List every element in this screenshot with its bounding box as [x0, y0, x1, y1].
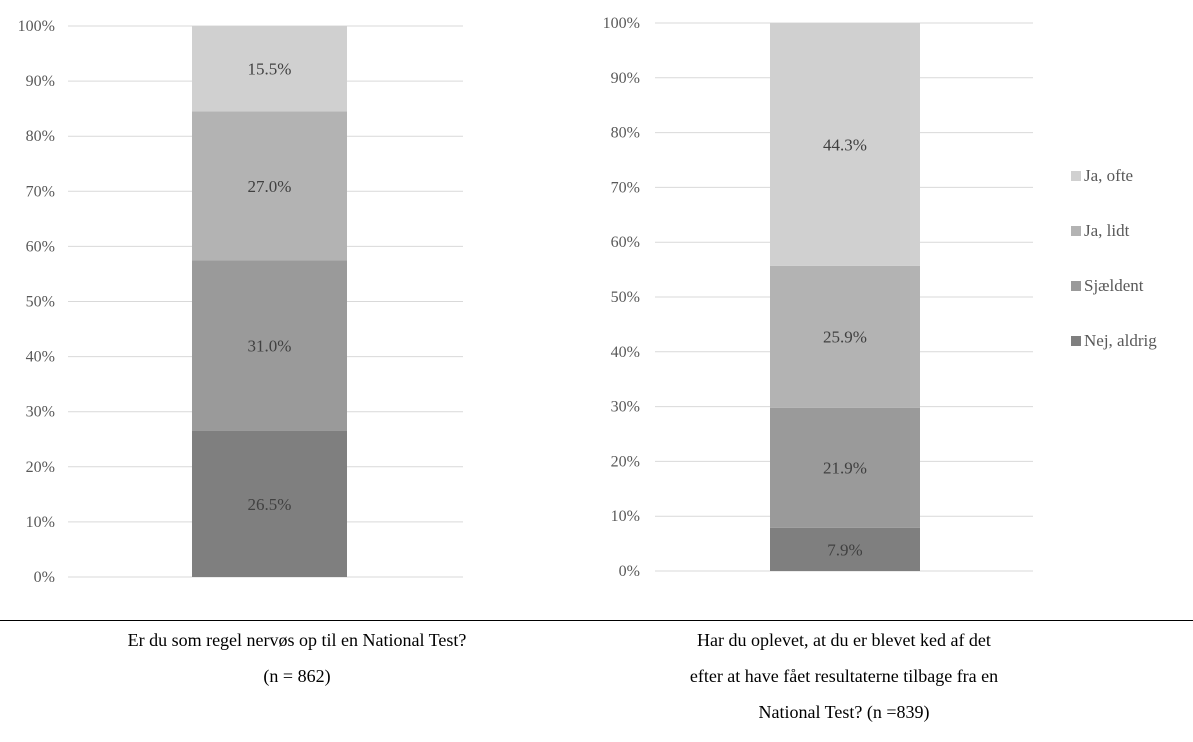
caption-left-line-1: Er du som regel nervøs op til en Nationa… — [127, 630, 467, 650]
right-data-label-ja-ofte: 44.3% — [823, 135, 867, 154]
legend-swatch-nej-aldrig — [1071, 336, 1081, 346]
left-y-tick-label: 100% — [18, 18, 55, 35]
legend-label-ja-ofte: Ja, ofte — [1084, 166, 1133, 185]
caption-left-line-2: (n = 862) — [263, 666, 331, 686]
caption-right-line-3: National Test? (n =839) — [758, 702, 930, 722]
right-y-tick-label: 60% — [611, 234, 640, 251]
left-y-tick-label: 0% — [34, 569, 55, 586]
right-y-tick-label: 90% — [611, 70, 640, 87]
right-y-tick-label: 50% — [611, 289, 640, 306]
left-data-label-nej-aldrig: 26.5% — [248, 495, 292, 514]
left-data-label-ja-ofte: 15.5% — [248, 60, 292, 79]
left-data-label-ja-lidt: 27.0% — [248, 177, 292, 196]
right-y-tick-label: 80% — [611, 125, 640, 142]
right-y-tick-label: 30% — [611, 399, 640, 416]
legend-label-nej-aldrig: Nej, aldrig — [1084, 331, 1157, 350]
left-y-tick-label: 60% — [26, 238, 55, 255]
chart-right: 0% 10% 20% 30% 40% 50% 60% 70% 80% 90% 100% 7.9% 21.… — [603, 15, 1033, 580]
caption-right: Har du oplevet, at du er blevet ked af d… — [594, 622, 1094, 730]
left-data-label-sjældent: 31.0% — [248, 337, 292, 356]
legend-swatch-ja-lidt — [1071, 226, 1081, 236]
left-y-tick-label: 70% — [26, 183, 55, 200]
left-y-tick-label: 50% — [26, 294, 55, 311]
caption-right-line-1: Har du oplevet, at du er blevet ked af d… — [697, 630, 991, 650]
right-y-tick-label: 20% — [611, 453, 640, 470]
stacked-bar-charts: 0% 10% 20% 30% 40% 50% 60% 70% 80% 90% 100% 26.5% 31… — [18, 15, 1158, 586]
legend-label-sjældent: Sjældent — [1084, 276, 1144, 295]
right-bar-ja-ofte — [770, 23, 920, 266]
caption-right-line-2: efter at have fået resultaterne tilbage … — [689, 666, 999, 686]
right-y-tick-label: 10% — [611, 508, 640, 525]
left-bar-ja-ofte — [192, 26, 347, 112]
legend: Ja, ofte Ja, lidt Sjældent Nej, aldrig — [1071, 166, 1157, 350]
caption-left: Er du som regel nervøs op til en Nationa… — [0, 622, 594, 694]
left-y-tick-label: 40% — [26, 349, 55, 366]
left-y-tick-label: 90% — [26, 73, 55, 90]
right-data-label-nej-aldrig: 7.9% — [827, 540, 862, 559]
left-bar-sjældent — [192, 260, 347, 431]
right-bar-ja-lidt — [770, 265, 920, 408]
chart-left: 0% 10% 20% 30% 40% 50% 60% 70% 80% 90% 100% 26.5% 31… — [18, 18, 463, 586]
right-data-label-sjældent: 21.9% — [823, 459, 867, 478]
right-y-tick-label: 100% — [603, 15, 640, 32]
left-bar-nej-aldrig — [192, 430, 347, 577]
right-y-tick-label: 40% — [611, 344, 640, 361]
caption-divider — [0, 620, 1193, 621]
legend-label-ja-lidt: Ja, lidt — [1084, 221, 1130, 240]
left-y-tick-label: 30% — [26, 404, 55, 421]
legend-swatch-sjældent — [1071, 281, 1081, 291]
right-y-tick-label: 70% — [611, 179, 640, 196]
legend-swatch-ja-ofte — [1071, 171, 1081, 181]
left-bar-ja-lidt — [192, 111, 347, 261]
right-data-label-ja-lidt: 25.9% — [823, 328, 867, 347]
left-y-tick-label: 20% — [26, 459, 55, 476]
right-y-tick-label: 0% — [619, 563, 640, 580]
right-bar-sjældent — [770, 407, 920, 528]
right-bar-nej-aldrig — [770, 527, 920, 571]
left-y-tick-label: 10% — [26, 514, 55, 531]
left-y-tick-label: 80% — [26, 128, 55, 145]
